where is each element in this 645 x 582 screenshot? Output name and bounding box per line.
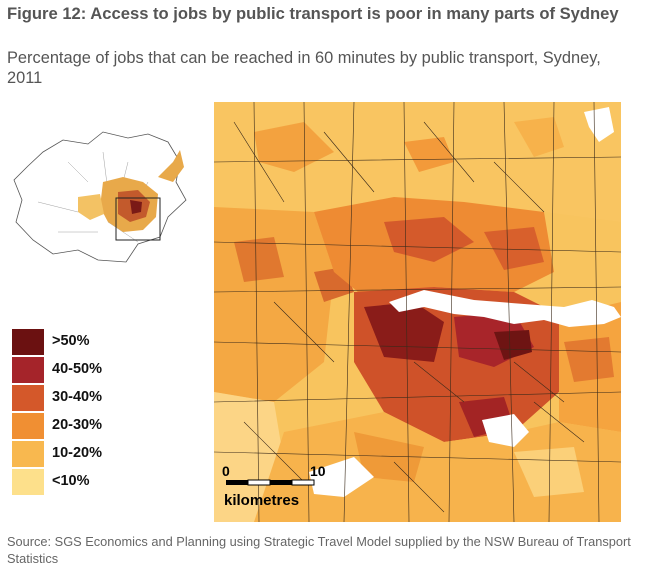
legend-label: 40-50% xyxy=(52,361,102,377)
scale-bar: 0 10 kilometres xyxy=(222,463,326,509)
legend-item: 30-40% xyxy=(10,383,140,411)
legend-swatch xyxy=(12,385,44,411)
northern-suburbs-zone xyxy=(214,102,621,222)
legend-item: 10-20% xyxy=(10,439,140,467)
figure-subtitle: Percentage of jobs that can be reached i… xyxy=(7,49,601,87)
legend-swatch xyxy=(12,329,44,355)
legend-swatch xyxy=(12,469,44,495)
legend-label: <10% xyxy=(52,473,90,489)
harbour-water xyxy=(309,107,621,497)
legend-label: 10-20% xyxy=(52,445,102,461)
scale-bar-start-label: 0 xyxy=(222,463,230,479)
inset-locator-map xyxy=(13,131,187,263)
scale-bar-end-label: 10 xyxy=(310,463,326,479)
legend-swatch xyxy=(12,357,44,383)
legend: >50% 40-50% 30-40% 20-30% 10-20% <10% xyxy=(10,327,140,495)
suburb-boundaries xyxy=(214,102,621,522)
inset-extent-box xyxy=(115,197,161,241)
scale-bar-segment-2 xyxy=(247,479,271,486)
scale-bar-segment-1 xyxy=(226,480,248,485)
scale-bar-segment-4 xyxy=(291,479,315,486)
main-map: 0 10 kilometres xyxy=(214,102,621,522)
legend-item: >50% xyxy=(10,327,140,355)
legend-label: 20-30% xyxy=(52,417,102,433)
legend-item: 40-50% xyxy=(10,355,140,383)
legend-item: 20-30% xyxy=(10,411,140,439)
legend-swatch xyxy=(12,413,44,439)
legend-label: 30-40% xyxy=(52,389,102,405)
legend-swatch xyxy=(12,441,44,467)
figure-title: Figure 12: Access to jobs by public tran… xyxy=(7,4,619,23)
inset-urban-area xyxy=(78,150,184,232)
scale-bar-segment-3 xyxy=(270,480,292,485)
scale-bar-unit-label: kilometres xyxy=(224,492,299,509)
eastern-suburbs-zone xyxy=(559,302,621,432)
inner-west-zone xyxy=(314,197,554,297)
figure-source: Source: SGS Economics and Planning using… xyxy=(7,534,631,566)
legend-item: <10% xyxy=(10,467,140,495)
legend-label: >50% xyxy=(52,333,90,349)
